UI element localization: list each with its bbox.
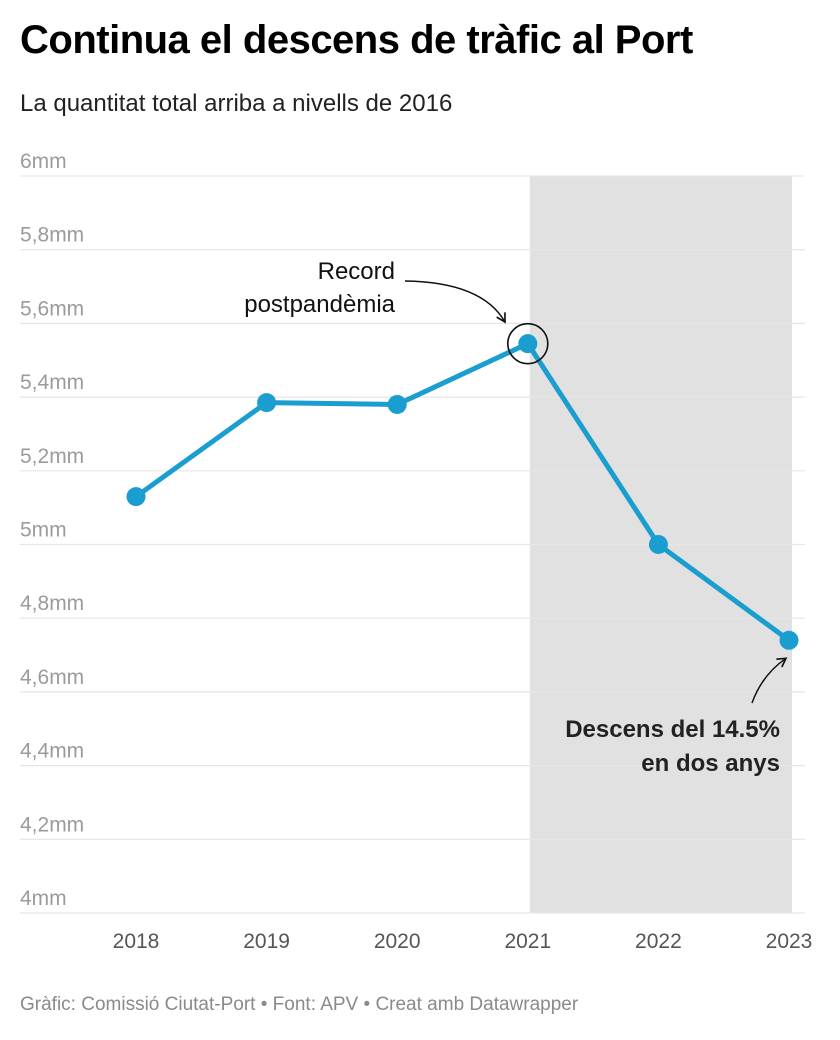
y-tick-label: 5,8mm — [20, 224, 84, 247]
annotation-text: en dos anys — [641, 750, 780, 777]
chart-title: Continua el descens de tràfic al Port — [20, 18, 693, 62]
data-point — [648, 535, 668, 554]
series-line — [133, 341, 792, 643]
x-tick-label: 2022 — [635, 930, 682, 953]
annotation-text: postpandèmia — [244, 291, 395, 318]
data-point — [257, 393, 277, 413]
chart-footer: Gràfic: Comissió Ciutat-Port • Font: APV… — [20, 994, 578, 1016]
annotation-text: Descens del 14.5% — [565, 716, 780, 743]
y-tick-label: 5,6mm — [20, 297, 84, 320]
x-tick-label: 2020 — [374, 930, 421, 953]
chart-subtitle: La quantitat total arriba a nivells de 2… — [20, 90, 453, 117]
y-tick-label: 4,4mm — [20, 740, 84, 763]
data-point — [387, 394, 407, 414]
annotation-text: Record — [318, 258, 395, 285]
footer-separator: • — [260, 994, 268, 1015]
x-tick-label: 2018 — [113, 930, 160, 953]
highlight-ring — [506, 322, 549, 365]
footer-made-with: Creat amb Datawrapper — [375, 994, 579, 1015]
x-tick-label: 2023 — [766, 930, 813, 953]
footer-credit: Gràfic: Comissió Ciutat-Port — [20, 994, 256, 1015]
annotation-arrow — [751, 657, 788, 704]
y-tick-label: 4mm — [20, 887, 67, 910]
y-tick-label: 5,2mm — [20, 445, 84, 468]
y-tick-label: 5,4mm — [20, 371, 84, 394]
x-tick-label: 2021 — [504, 930, 551, 953]
y-tick-label: 6mm — [20, 150, 67, 173]
y-tick-label: 4,8mm — [20, 592, 84, 615]
line-chart: 6mm 5,8mm 5,6mm 5,4mm 5,2mm 5mm 4,8mm 4,6mm 4,4m… — [20, 150, 813, 953]
footer-separator: • — [363, 994, 371, 1015]
data-point — [518, 334, 538, 354]
footer-source: Font: APV — [272, 994, 359, 1015]
y-tick-label: 4,6mm — [20, 666, 84, 689]
data-point — [779, 630, 799, 650]
data-point — [126, 487, 146, 507]
annotation-arrow — [404, 280, 506, 324]
y-tick-label: 4,2mm — [20, 813, 84, 836]
y-tick-label: 5mm — [20, 519, 67, 542]
x-tick-label: 2019 — [243, 930, 290, 953]
